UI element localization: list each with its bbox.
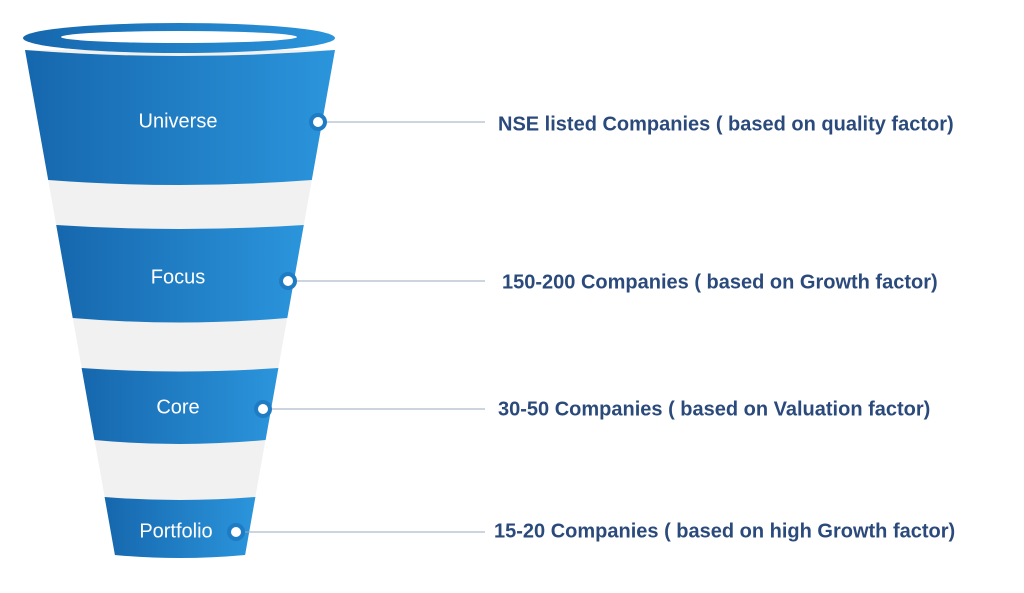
connector-dot [254,400,272,418]
stage-label: Portfolio [139,520,212,542]
band-universe [25,50,335,185]
band-core [81,368,279,444]
band-focus [56,225,304,323]
stage-label: Focus [151,266,205,288]
stage-description: 15-20 Companies ( based on high Growth f… [494,520,955,542]
connector-dot [227,523,245,541]
stage-description: NSE listed Companies ( based on quality … [498,113,954,135]
connector-dot [309,113,327,131]
stage-description: 30-50 Companies ( based on Valuation fac… [498,398,930,420]
connector-dot [279,272,297,290]
band-portfolio [104,497,256,558]
stage-description: 150-200 Companies ( based on Growth fact… [502,271,938,293]
stage-label: Universe [139,110,218,132]
funnel-rim-inner [61,31,297,43]
stage-label: Core [156,396,199,418]
